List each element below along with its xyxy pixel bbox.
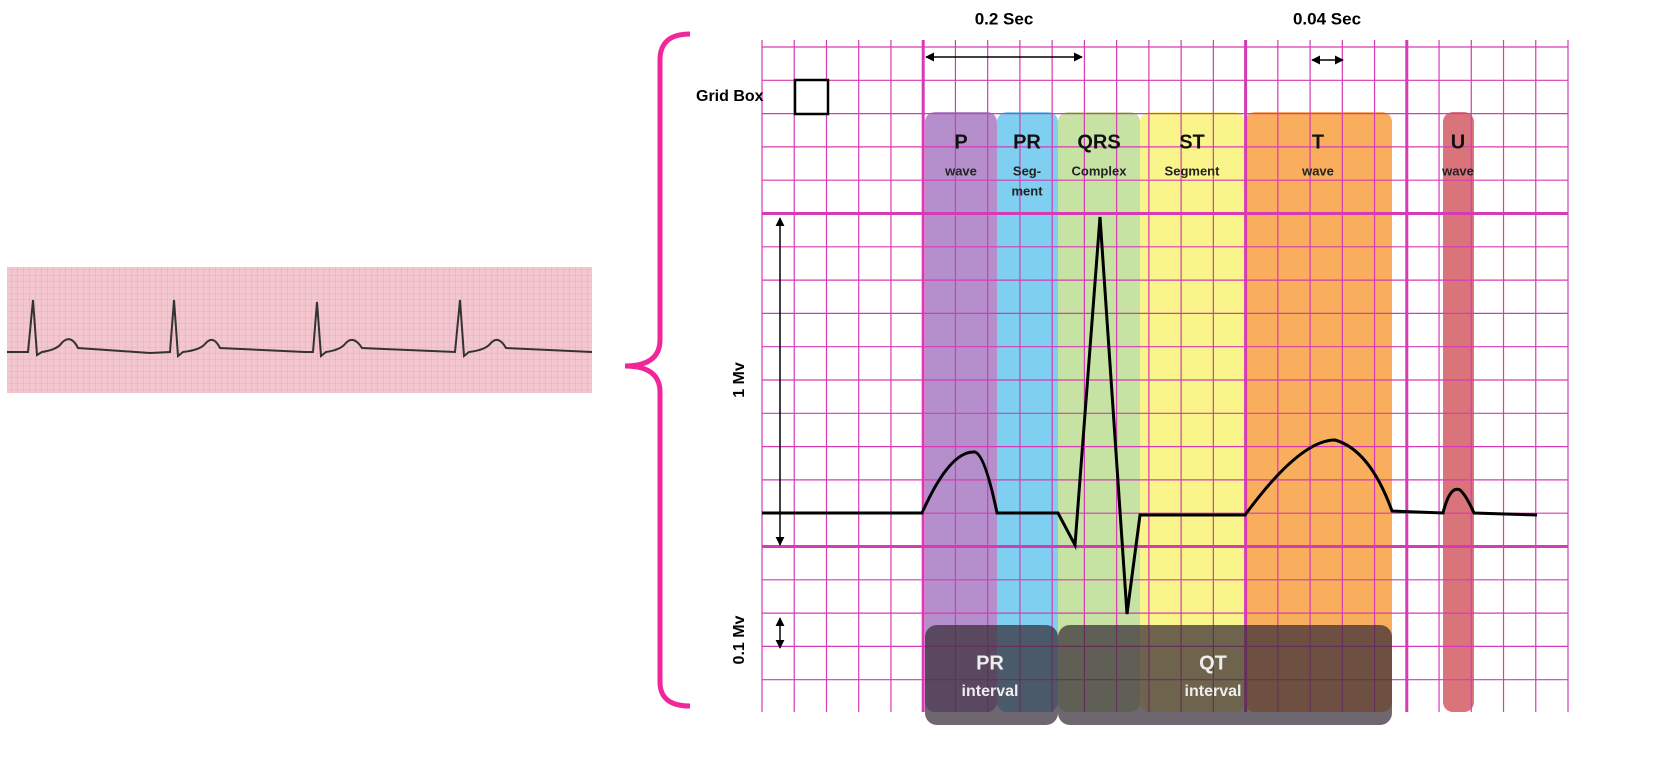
strip-paper <box>7 267 592 393</box>
segment-name: T <box>1312 131 1324 153</box>
interval-name: PR <box>976 652 1004 674</box>
segment-sub: ment <box>1011 183 1043 198</box>
timing-label: 0.04 Sec <box>1293 9 1361 28</box>
grid-box <box>795 80 828 114</box>
interval-sub: interval <box>1185 683 1242 700</box>
interval-name: QT <box>1199 652 1227 674</box>
ecg-strip <box>7 267 592 393</box>
segment-band <box>1058 112 1140 712</box>
segment-band <box>1140 112 1245 712</box>
segment-sub: wave <box>1301 163 1334 178</box>
interval-bar <box>1058 625 1392 725</box>
segment-sub: Segment <box>1165 163 1221 178</box>
segment-bands <box>925 112 1474 712</box>
segment-name: P <box>954 131 967 153</box>
segment-band <box>997 112 1058 712</box>
timing-label: 0.2 Sec <box>975 9 1034 28</box>
grid-box-label: Grid Box <box>696 88 764 105</box>
segment-band <box>1245 112 1392 712</box>
segment-sub: wave <box>1441 163 1474 178</box>
segment-sub: Complex <box>1072 163 1128 178</box>
ecg-diagram: 0.2 Sec 0.04 Sec Grid Box 1 Mv 0.1 Mv Pw… <box>0 0 1673 761</box>
interval-sub: interval <box>962 683 1019 700</box>
segment-name: PR <box>1013 131 1041 153</box>
segment-sub: wave <box>944 163 977 178</box>
brace <box>625 34 690 706</box>
segment-name: ST <box>1179 131 1205 153</box>
segment-name: U <box>1451 131 1465 153</box>
voltage-label: 1 Mv <box>731 362 748 398</box>
segment-sub: Seg- <box>1013 163 1041 178</box>
voltage-label: 0.1 Mv <box>731 615 748 664</box>
segment-band <box>1443 112 1474 712</box>
segment-name: QRS <box>1077 131 1120 153</box>
interval-bars <box>925 625 1392 725</box>
interval-bar <box>925 625 1058 725</box>
segment-band <box>925 112 997 712</box>
